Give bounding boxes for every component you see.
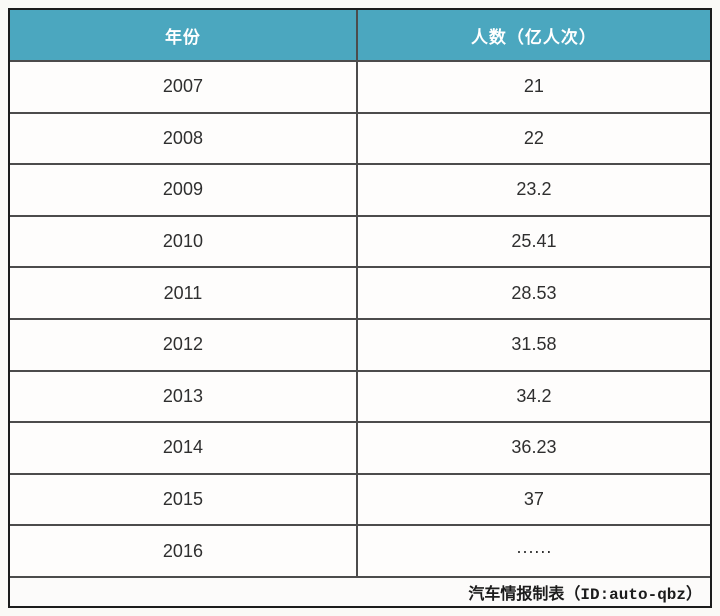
table-body: 2007 21 2008 22 2009 23.2 2010 25.41 201… xyxy=(10,60,710,576)
year-cell: 2012 xyxy=(10,319,358,370)
table-row: 2015 37 xyxy=(10,472,710,525)
table-footer: 汽车情报制表（ID:auto-qbz） xyxy=(10,576,710,606)
table-row: 2010 25.41 xyxy=(10,214,710,267)
value-cell: 37 xyxy=(523,489,544,510)
passenger-data-table: 年份 人数（亿人次） 2007 21 2008 22 2009 23.2 201… xyxy=(8,8,712,608)
value-cell: 23.2 xyxy=(516,179,552,200)
header-cell-count: 人数（亿人次） xyxy=(470,27,597,47)
table-row: 2008 22 xyxy=(10,111,710,164)
table-header-row: 年份 人数（亿人次） xyxy=(10,10,710,60)
table-row: 2014 36.23 xyxy=(10,421,710,473)
value-cell: 25.41 xyxy=(511,231,557,252)
value-cell: 34.2 xyxy=(516,385,552,406)
year-cell: 2011 xyxy=(10,268,358,318)
value-cell: 21 xyxy=(523,76,544,97)
year-cell: 2013 xyxy=(10,371,358,422)
table-row: 2012 31.58 xyxy=(10,317,710,370)
table-row: 2013 34.2 xyxy=(10,369,710,422)
value-cell: 28.53 xyxy=(511,282,557,303)
value-cell: ······ xyxy=(515,540,552,561)
header-cell-year: 年份 xyxy=(10,10,358,60)
year-cell: 2015 xyxy=(10,474,358,525)
value-cell: 31.58 xyxy=(511,334,557,355)
year-cell: 2016 xyxy=(10,526,358,576)
credit-text: 汽车情报制表（ID:auto-qbz） xyxy=(468,586,702,604)
value-cell: 36.23 xyxy=(511,437,557,458)
table-row: 2007 21 xyxy=(10,60,710,112)
table-row: 2009 23.2 xyxy=(10,163,710,215)
value-cell: 22 xyxy=(523,127,544,148)
year-cell: 2010 xyxy=(10,216,358,267)
table-row: 2016 ······ xyxy=(10,524,710,576)
year-cell: 2008 xyxy=(10,113,358,164)
year-cell: 2014 xyxy=(10,423,358,473)
year-cell: 2007 xyxy=(10,62,358,112)
year-cell: 2009 xyxy=(10,165,358,215)
table-row: 2011 28.53 xyxy=(10,266,710,318)
